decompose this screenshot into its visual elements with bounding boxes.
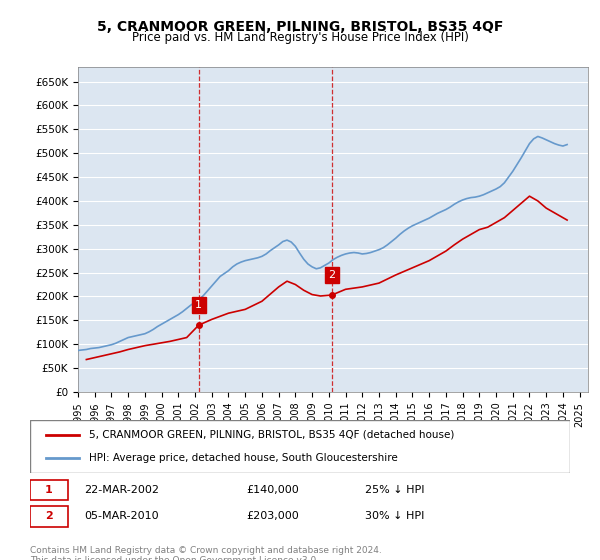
Text: 1: 1 — [195, 300, 202, 310]
Text: £140,000: £140,000 — [246, 485, 299, 495]
FancyBboxPatch shape — [30, 506, 68, 526]
Text: £203,000: £203,000 — [246, 511, 299, 521]
Text: 05-MAR-2010: 05-MAR-2010 — [84, 511, 158, 521]
Text: 22-MAR-2002: 22-MAR-2002 — [84, 485, 159, 495]
Text: Price paid vs. HM Land Registry's House Price Index (HPI): Price paid vs. HM Land Registry's House … — [131, 31, 469, 44]
FancyBboxPatch shape — [30, 420, 570, 473]
Text: 2: 2 — [45, 511, 53, 521]
Text: 25% ↓ HPI: 25% ↓ HPI — [365, 485, 424, 495]
Text: 30% ↓ HPI: 30% ↓ HPI — [365, 511, 424, 521]
Text: 5, CRANMOOR GREEN, PILNING, BRISTOL, BS35 4QF: 5, CRANMOOR GREEN, PILNING, BRISTOL, BS3… — [97, 20, 503, 34]
Text: HPI: Average price, detached house, South Gloucestershire: HPI: Average price, detached house, Sout… — [89, 453, 398, 463]
Text: Contains HM Land Registry data © Crown copyright and database right 2024.
This d: Contains HM Land Registry data © Crown c… — [30, 546, 382, 560]
Text: 1: 1 — [45, 485, 53, 495]
FancyBboxPatch shape — [30, 479, 68, 500]
Text: 5, CRANMOOR GREEN, PILNING, BRISTOL, BS35 4QF (detached house): 5, CRANMOOR GREEN, PILNING, BRISTOL, BS3… — [89, 430, 455, 440]
Text: 2: 2 — [328, 270, 335, 280]
